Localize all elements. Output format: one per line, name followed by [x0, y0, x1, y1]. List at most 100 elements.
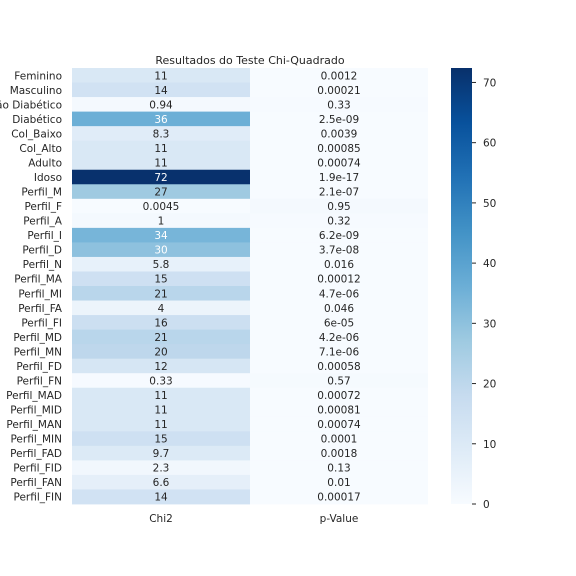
- cell-p-value-8: [250, 184, 428, 200]
- colorbar: 0 10 20 30 40 50 60 70: [451, 68, 496, 511]
- cell-label-p-value-8: 2.1e-07: [319, 187, 359, 199]
- cell-label-chi2-4: 8.3: [153, 128, 170, 140]
- cell-p-value-17: [250, 315, 428, 330]
- cell-label-chi2-8: 27: [154, 187, 167, 199]
- cell-label-p-value-7: 1.9e-17: [319, 172, 359, 184]
- colorbar-tick-label: 70: [483, 77, 496, 89]
- cell-p-value-6: [250, 155, 428, 171]
- cell-chi2-28: [72, 474, 250, 490]
- cell-chi2-15: [72, 286, 250, 301]
- row-label: Perfil_MAD: [6, 390, 62, 402]
- cell-p-value-23: [250, 402, 428, 418]
- cell-label-p-value-20: 0.00058: [317, 361, 360, 373]
- row-label: Perfil_FI: [21, 317, 62, 329]
- cell-label-p-value-22: 0.00072: [317, 390, 360, 402]
- cell-chi2-0: [72, 68, 250, 83]
- row-label: Masculino: [10, 85, 62, 97]
- cell-label-chi2-29: 14: [154, 492, 168, 504]
- row-label: Perfil_D: [22, 245, 62, 257]
- cell-p-value-1: [250, 82, 428, 98]
- cell-label-chi2-15: 21: [154, 288, 167, 300]
- cell-label-p-value-2: 0.33: [327, 99, 350, 111]
- cell-label-chi2-21: 0.33: [149, 375, 172, 387]
- cell-chi2-5: [72, 140, 250, 156]
- cell-label-p-value-16: 0.046: [324, 303, 354, 315]
- cell-label-p-value-0: 0.0012: [321, 70, 358, 82]
- cell-p-value-4: [250, 126, 428, 142]
- cell-label-p-value-13: 0.016: [324, 259, 354, 271]
- cell-chi2-14: [72, 271, 250, 287]
- cell-label-p-value-12: 3.7e-08: [319, 245, 359, 257]
- cell-label-chi2-7: 72: [154, 172, 167, 184]
- row-label: Perfil_MA: [14, 274, 63, 286]
- row-label: Perfil_F: [24, 201, 62, 213]
- row-label: Perfil_FA: [18, 303, 63, 315]
- cell-label-p-value-19: 7.1e-06: [319, 346, 360, 358]
- cell-label-chi2-18: 21: [154, 332, 167, 344]
- cell-label-chi2-12: 30: [154, 245, 167, 257]
- column-labels: Chi2 p-Value: [149, 513, 358, 525]
- cell-label-p-value-3: 2.5e-09: [319, 114, 359, 126]
- cell-p-value-18: [250, 329, 428, 345]
- colorbar-tick-label: 10: [483, 439, 496, 451]
- cell-label-chi2-16: 4: [158, 303, 165, 315]
- colorbar-tick-label: 30: [483, 318, 496, 330]
- row-labels: Feminino Masculino Não Diabético Diabético C…: [0, 70, 63, 503]
- cell-label-chi2-23: 11: [154, 405, 167, 417]
- cell-chi2-1: [72, 82, 250, 98]
- cell-p-value-27: [250, 460, 428, 476]
- cell-label-chi2-2: 0.94: [149, 99, 173, 111]
- cell-p-value-21: [250, 373, 428, 389]
- row-label: Perfil_I: [27, 230, 62, 242]
- cell-label-chi2-25: 15: [154, 434, 167, 446]
- row-label: Perfil_M: [21, 187, 62, 199]
- cell-label-p-value-21: 0.57: [327, 375, 350, 387]
- cell-label-chi2-20: 12: [154, 361, 167, 373]
- cell-chi2-27: [72, 460, 250, 476]
- cell-label-chi2-28: 6.6: [153, 477, 170, 489]
- cell-chi2-23: [72, 402, 250, 418]
- cell-label-p-value-15: 4.7e-06: [319, 288, 360, 300]
- cell-label-p-value-10: 0.32: [327, 216, 350, 228]
- row-label: Col_Alto: [19, 143, 62, 155]
- row-label: Perfil_FID: [13, 463, 62, 475]
- cell-label-p-value-11: 6.2e-09: [319, 230, 359, 242]
- column-label: Chi2: [149, 513, 173, 525]
- cell-label-p-value-25: 0.0001: [321, 434, 358, 446]
- colorbar-tick-label: 20: [483, 379, 496, 391]
- cell-p-value-15: [250, 286, 428, 301]
- cell-label-chi2-19: 20: [154, 346, 167, 358]
- cell-label-chi2-6: 11: [154, 157, 167, 169]
- cell-chi2-6: [72, 155, 250, 171]
- cell-chi2-12: [72, 242, 250, 258]
- cell-p-value-22: [250, 387, 428, 403]
- cell-chi2-24: [72, 416, 250, 432]
- cell-label-p-value-6: 0.00074: [317, 157, 361, 169]
- cell-chi2-20: [72, 358, 250, 374]
- cell-chi2-29: [72, 489, 250, 505]
- cell-p-value-19: [250, 344, 428, 360]
- row-label: Perfil_N: [23, 259, 62, 271]
- row-label: Perfil_FAN: [10, 477, 62, 489]
- cell-label-chi2-22: 11: [154, 390, 167, 402]
- row-label: Adulto: [28, 157, 62, 169]
- cell-chi2-11: [72, 227, 250, 243]
- row-label: Perfil_MID: [10, 405, 62, 417]
- cell-chi2-21: [72, 373, 250, 389]
- cell-p-value-28: [250, 474, 428, 490]
- cell-label-p-value-23: 0.00081: [317, 405, 360, 417]
- colorbar-tick-label: 60: [483, 138, 496, 150]
- cell-p-value-0: [250, 68, 428, 83]
- cell-label-chi2-24: 11: [154, 419, 167, 431]
- cell-p-value-12: [250, 242, 428, 258]
- cell-label-p-value-27: 0.13: [327, 463, 350, 475]
- cell-p-value-7: [250, 169, 428, 185]
- cell-p-value-11: [250, 227, 428, 243]
- cell-chi2-8: [72, 184, 250, 200]
- colorbar-tick-label: 40: [483, 258, 496, 270]
- column-label: p-Value: [320, 513, 359, 525]
- cell-p-value-10: [250, 213, 428, 229]
- row-label: Perfil_MI: [18, 288, 62, 300]
